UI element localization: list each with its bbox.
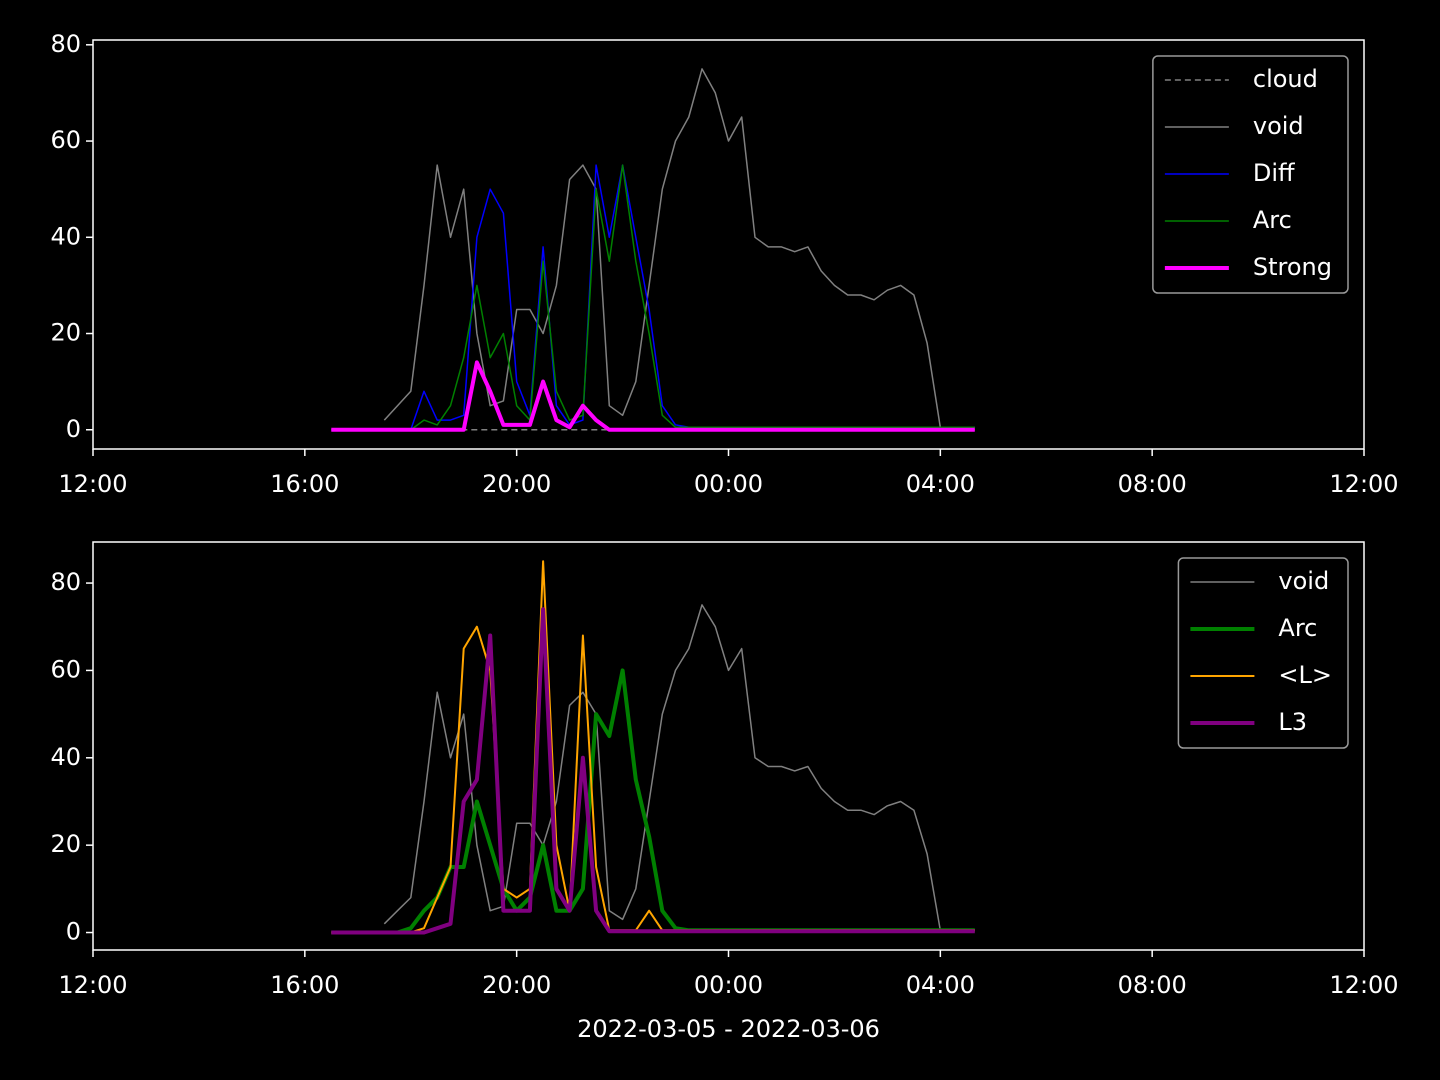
series-line bbox=[383, 68, 975, 429]
legend-label: L3 bbox=[1278, 708, 1307, 736]
legend-label: <L> bbox=[1278, 661, 1332, 689]
x-tick-label: 00:00 bbox=[694, 470, 763, 498]
x-axis-label: 2022-03-05 - 2022-03-06 bbox=[577, 1015, 880, 1043]
legend-box bbox=[1152, 55, 1349, 294]
x-tick-label: 20:00 bbox=[482, 470, 551, 498]
x-tick-label: 16:00 bbox=[270, 971, 339, 999]
series-line bbox=[331, 360, 975, 432]
series-line bbox=[383, 604, 975, 932]
y-tick-label: 40 bbox=[50, 222, 81, 250]
series-line bbox=[331, 164, 975, 431]
x-tick-label: 04:00 bbox=[906, 971, 975, 999]
x-tick-label: 12:00 bbox=[1329, 470, 1398, 498]
x-tick-label: 12:00 bbox=[58, 971, 127, 999]
x-tick-label: 00:00 bbox=[694, 971, 763, 999]
legend-label: void bbox=[1278, 567, 1329, 595]
x-tick-label: 08:00 bbox=[1118, 971, 1187, 999]
y-tick-label: 80 bbox=[50, 568, 81, 596]
legend-label: Diff bbox=[1253, 159, 1295, 187]
legend: cloud void Diff Arc Strong bbox=[1152, 55, 1349, 294]
y-tick-label: 60 bbox=[50, 655, 81, 683]
series-line bbox=[331, 607, 975, 935]
x-tick-label: 12:00 bbox=[1329, 971, 1398, 999]
x-tick-label: 08:00 bbox=[1118, 470, 1187, 498]
y-tick-label: 60 bbox=[50, 126, 81, 154]
y-tick-label: 40 bbox=[50, 743, 81, 771]
x-tick-label: 16:00 bbox=[270, 470, 339, 498]
x-tick-label: 20:00 bbox=[482, 971, 551, 999]
legend: void Arc <L> L3 bbox=[1177, 557, 1349, 749]
y-tick-label: 0 bbox=[66, 415, 81, 443]
legend-label: Arc bbox=[1253, 206, 1292, 234]
y-tick-label: 20 bbox=[50, 319, 81, 347]
legend-label: Strong bbox=[1253, 253, 1332, 281]
y-tick-label: 80 bbox=[50, 30, 81, 58]
y-tick-label: 20 bbox=[50, 830, 81, 858]
legend-label: Arc bbox=[1278, 614, 1317, 642]
legend-box bbox=[1177, 557, 1349, 749]
legend-label: void bbox=[1253, 112, 1304, 140]
x-tick-label: 04:00 bbox=[906, 470, 975, 498]
x-tick-label: 12:00 bbox=[58, 470, 127, 498]
y-tick-label: 0 bbox=[66, 918, 81, 946]
legend-label: cloud bbox=[1253, 65, 1318, 93]
